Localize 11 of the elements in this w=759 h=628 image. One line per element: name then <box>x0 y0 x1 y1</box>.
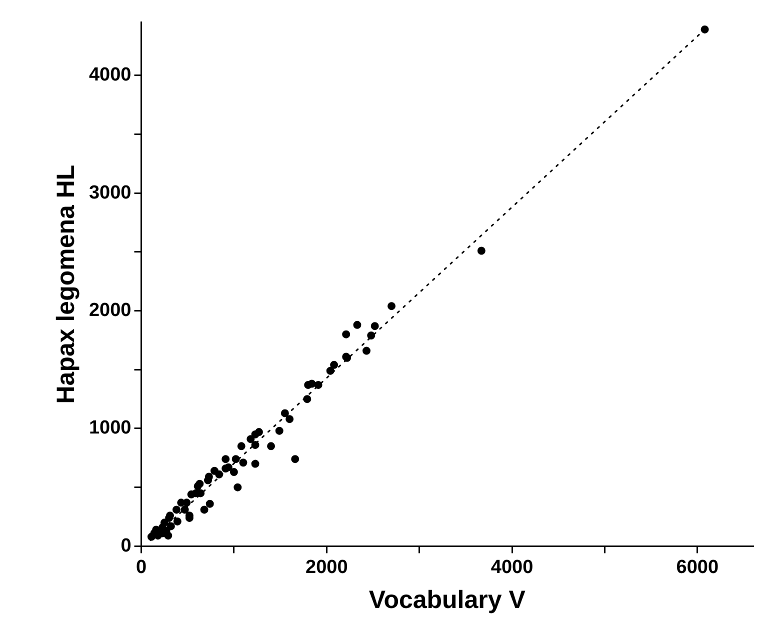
x-tick-label: 2000 <box>306 556 348 578</box>
x-tick-label: 4000 <box>490 556 534 578</box>
x-tick-label: 6000 <box>676 556 719 578</box>
y-tick-label: 4000 <box>88 64 132 86</box>
y-axis-title: Hapax legomena HL <box>52 164 80 404</box>
y-tick-label: 2000 <box>88 300 132 322</box>
y-tick-label: 1000 <box>88 418 132 439</box>
y-tick-label: 0 <box>120 535 132 556</box>
x-tick-label: 0 <box>136 556 147 578</box>
y-tick-label: 3000 <box>88 182 132 204</box>
x-axis-title: Vocabulary V <box>368 586 526 614</box>
